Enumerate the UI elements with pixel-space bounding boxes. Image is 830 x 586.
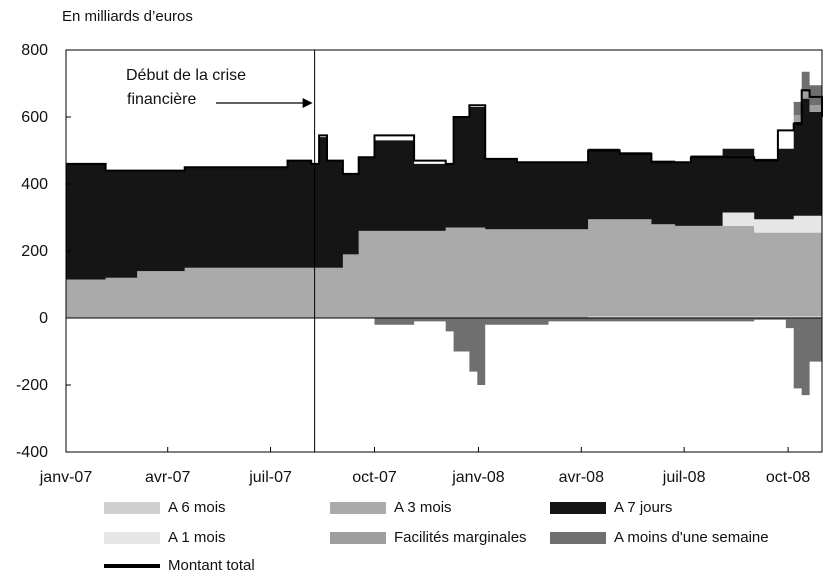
x-tick-label-6: juil-08: [662, 469, 706, 486]
x-tick-label-3: oct-07: [352, 469, 397, 486]
series-layer: [66, 71, 823, 396]
y-axis-title: En milliards d’euros: [62, 8, 193, 25]
x-tick-label-7: oct-08: [766, 469, 811, 486]
annotation-text-1: financière: [127, 91, 196, 108]
annotation-arrow-head: [302, 98, 313, 108]
series-area-3: [66, 98, 822, 280]
total-line: [66, 89, 823, 175]
annotation-layer: Début de la crise financière: [126, 50, 316, 452]
y-tick-label-6: -400: [16, 444, 48, 461]
series-area-1: [66, 219, 822, 318]
y-tick-label-2: 400: [21, 176, 48, 193]
series-area-2: [66, 212, 822, 280]
x-tick-label-2: juil-07: [248, 469, 292, 486]
x-tick-label-0: janv-07: [39, 469, 93, 486]
y-tick-label-4: 0: [39, 310, 48, 327]
x-tick-label-1: avr-07: [145, 469, 190, 486]
axis-layer: 800 600 400 200 0 -200 -400 janv-07 avr-07 juil-0…: [16, 42, 823, 486]
x-tick-label-5: avr-08: [559, 469, 604, 486]
series-negative-0: [66, 318, 822, 396]
y-tick-label-3: 200: [21, 243, 48, 260]
x-tick-label-4: janv-08: [451, 469, 505, 486]
y-tick-label-0: 800: [21, 42, 48, 59]
y-tick-label-1: 600: [21, 109, 48, 126]
y-tick-label-5: -200: [16, 377, 48, 394]
annotation-text-0: Début de la crise: [126, 67, 246, 84]
